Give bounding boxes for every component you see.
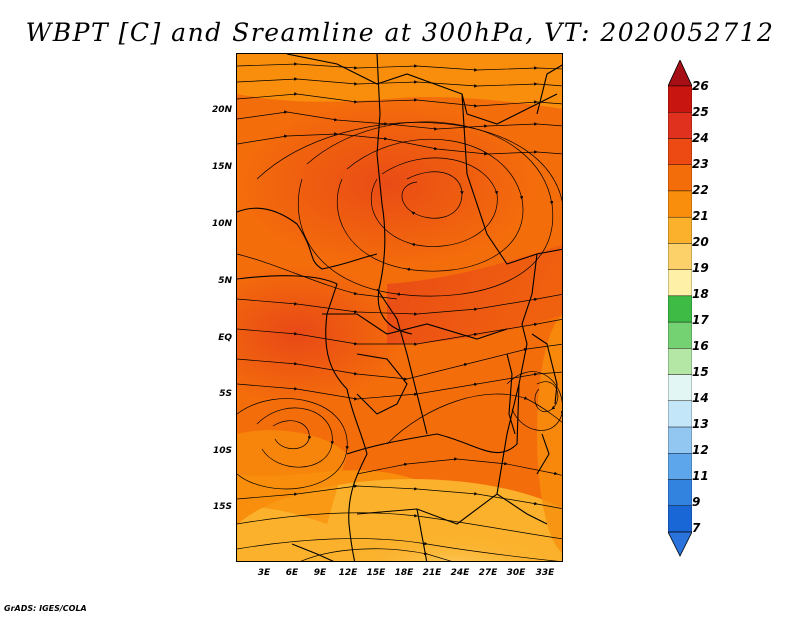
colorbar-label-14: 14 [692, 391, 709, 405]
colorbar-label-21: 21 [692, 209, 709, 223]
colorbar [668, 60, 692, 557]
colorbar-label-17: 17 [692, 313, 709, 327]
colorbar-label-7: 7 [692, 521, 701, 535]
colorbar-segment [668, 295, 692, 323]
colorbar-segment [668, 505, 692, 533]
colorbar-label-18: 18 [692, 287, 709, 301]
colorbar-segment [668, 243, 692, 270]
lon-label-24e: 24E [450, 568, 470, 578]
lon-label-9e: 9E [313, 568, 327, 578]
colorbar-segment [668, 426, 692, 454]
colorbar-label-24: 24 [692, 131, 709, 145]
colorbar-segment [668, 348, 692, 375]
lat-label-15s: 15S [212, 502, 232, 512]
colorbar-label-25: 25 [692, 105, 709, 119]
colorbar-segment [668, 374, 692, 402]
wbpt-east-edge [537, 315, 562, 553]
colorbar-label-9: 9 [692, 495, 701, 509]
lon-label-30e: 30E [506, 568, 526, 578]
lat-label-5s: 5S [219, 389, 232, 399]
streamlines [237, 62, 562, 561]
colorbar-label-11: 11 [692, 469, 709, 483]
colorbar-label-12: 12 [692, 443, 709, 457]
lon-label-27e: 27E [478, 568, 498, 578]
colorbar-label-23: 23 [692, 157, 709, 171]
colorbar-segment [668, 400, 692, 428]
lon-label-21e: 21E [422, 568, 442, 578]
colorbar-label-26: 26 [692, 79, 709, 93]
lon-label-3e: 3E [257, 568, 271, 578]
colorbar-label-15: 15 [692, 365, 709, 379]
map-panel [236, 53, 563, 562]
lat-label-5n: 5N [218, 276, 232, 286]
colorbar-segment [668, 112, 692, 139]
colorbar-top-triangle [668, 60, 692, 87]
colorbar-label-16: 16 [692, 339, 709, 353]
lat-label-20n: 20N [211, 105, 232, 115]
lat-label-15n: 15N [211, 162, 232, 172]
wbpt-north-core [237, 99, 537, 269]
lon-label-18e: 18E [394, 568, 414, 578]
colorbar-label-22: 22 [692, 183, 709, 197]
colorbar-segment [668, 164, 692, 192]
lat-label-10s: 10S [212, 446, 232, 456]
lon-label-33e: 33E [535, 568, 555, 578]
map-title: WBPT [C] and Sreamline at 300hPa, VT: 20… [25, 18, 775, 47]
colorbar-label-20: 20 [692, 235, 709, 249]
colorbar-segment [668, 479, 692, 506]
colorbar-segment [668, 216, 692, 244]
lat-label-10n: 10N [211, 219, 232, 229]
lat-label-eq: EQ [218, 333, 232, 343]
colorbar-segment [668, 85, 692, 113]
lon-label-12e: 12E [338, 568, 358, 578]
colorbar-segment [668, 138, 692, 165]
grads-credit: GrADS: IGES/COLA [4, 604, 87, 613]
colorbar-label-13: 13 [692, 417, 709, 431]
wbpt-south-20 [344, 534, 560, 561]
colorbar-segment [668, 321, 692, 349]
lon-label-15e: 15E [366, 568, 386, 578]
colorbar-segment [668, 190, 692, 218]
lon-label-6e: 6E [285, 568, 299, 578]
colorbar-label-19: 19 [692, 261, 709, 275]
colorbar-segments [668, 85, 692, 533]
colorbar-segment [668, 269, 692, 297]
wbpt-streamline-map [237, 54, 562, 561]
colorbar-bottom-triangle [668, 531, 692, 557]
colorbar-segment [668, 453, 692, 480]
